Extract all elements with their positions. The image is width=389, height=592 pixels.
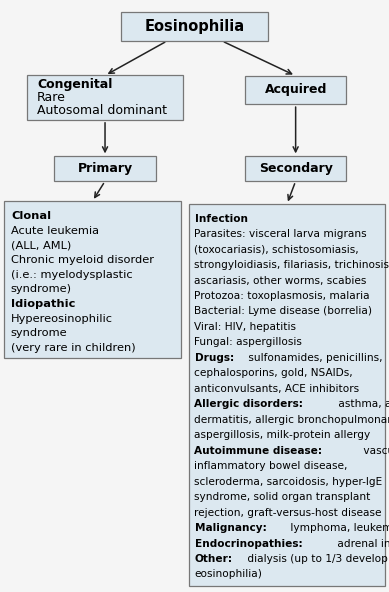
Text: Idiopathic: Idiopathic bbox=[11, 299, 75, 309]
FancyBboxPatch shape bbox=[4, 201, 181, 358]
Text: (toxocariasis), schistosomiasis,: (toxocariasis), schistosomiasis, bbox=[194, 244, 359, 255]
Text: (very rare in children): (very rare in children) bbox=[11, 343, 135, 353]
Text: adrenal insufficiency: adrenal insufficiency bbox=[333, 539, 389, 549]
Text: Fungal: aspergillosis: Fungal: aspergillosis bbox=[194, 337, 302, 348]
Text: syndrome): syndrome) bbox=[11, 284, 72, 294]
FancyBboxPatch shape bbox=[189, 204, 385, 586]
Text: Hypereosinophilic: Hypereosinophilic bbox=[11, 314, 113, 324]
Text: Other:: Other: bbox=[194, 554, 233, 564]
Text: Rare: Rare bbox=[37, 91, 66, 104]
Text: eosinophilia): eosinophilia) bbox=[194, 570, 262, 580]
Text: Secondary: Secondary bbox=[259, 162, 333, 175]
Text: Acquired: Acquired bbox=[265, 83, 327, 96]
Text: syndrome, solid organ transplant: syndrome, solid organ transplant bbox=[194, 492, 371, 502]
FancyBboxPatch shape bbox=[27, 75, 183, 120]
Text: Eosinophilia: Eosinophilia bbox=[144, 19, 245, 34]
Text: Autosomal dominant: Autosomal dominant bbox=[37, 104, 167, 117]
Text: dialysis (up to 1/3 develop mild: dialysis (up to 1/3 develop mild bbox=[244, 554, 389, 564]
Text: Autoimmune disease:: Autoimmune disease: bbox=[194, 446, 322, 456]
Text: strongyloidiasis, filariasis, trichinosis,: strongyloidiasis, filariasis, trichinosi… bbox=[194, 260, 389, 270]
Text: anticonvulsants, ACE inhibitors: anticonvulsants, ACE inhibitors bbox=[194, 384, 359, 394]
Text: ascariasis, other worms, scabies: ascariasis, other worms, scabies bbox=[194, 275, 367, 285]
FancyBboxPatch shape bbox=[121, 12, 268, 41]
Text: Malignancy:: Malignancy: bbox=[194, 523, 266, 533]
Text: (ALL, AML): (ALL, AML) bbox=[11, 240, 71, 250]
Text: Endocrinopathies:: Endocrinopathies: bbox=[194, 539, 302, 549]
Text: (i.e.: myelodysplastic: (i.e.: myelodysplastic bbox=[11, 270, 133, 280]
Text: Protozoa: toxoplasmosis, malaria: Protozoa: toxoplasmosis, malaria bbox=[194, 291, 370, 301]
Text: sulfonamides, penicillins,: sulfonamides, penicillins, bbox=[245, 353, 383, 363]
Text: Congenital: Congenital bbox=[37, 78, 112, 91]
Text: lymphoma, leukemia: lymphoma, leukemia bbox=[287, 523, 389, 533]
Text: Bacterial: Lyme disease (borrelia): Bacterial: Lyme disease (borrelia) bbox=[194, 307, 373, 317]
FancyBboxPatch shape bbox=[245, 156, 346, 181]
Text: scleroderma, sarcoidosis, hyper-IgE: scleroderma, sarcoidosis, hyper-IgE bbox=[194, 477, 383, 487]
Text: syndrome: syndrome bbox=[11, 329, 68, 338]
Text: asthma, atopic: asthma, atopic bbox=[335, 400, 389, 409]
FancyBboxPatch shape bbox=[245, 76, 346, 104]
FancyBboxPatch shape bbox=[54, 156, 156, 181]
Text: Primary: Primary bbox=[77, 162, 133, 175]
Text: Clonal: Clonal bbox=[11, 211, 51, 221]
Text: Parasites: visceral larva migrans: Parasites: visceral larva migrans bbox=[194, 229, 367, 239]
Text: Drugs:: Drugs: bbox=[194, 353, 234, 363]
Text: Chronic myeloid disorder: Chronic myeloid disorder bbox=[11, 255, 154, 265]
Text: Allergic disorders:: Allergic disorders: bbox=[194, 400, 303, 409]
Text: cephalosporins, gold, NSAIDs,: cephalosporins, gold, NSAIDs, bbox=[194, 368, 353, 378]
Text: aspergillosis, milk-protein allergy: aspergillosis, milk-protein allergy bbox=[194, 430, 371, 440]
Text: Viral: HIV, hepatitis: Viral: HIV, hepatitis bbox=[194, 322, 296, 332]
Text: dermatitis, allergic bronchopulmonary: dermatitis, allergic bronchopulmonary bbox=[194, 415, 389, 425]
Text: Acute leukemia: Acute leukemia bbox=[11, 226, 99, 236]
Text: Infection: Infection bbox=[194, 214, 247, 224]
Text: vasculitides,: vasculitides, bbox=[360, 446, 389, 456]
Text: rejection, graft-versus-host disease: rejection, graft-versus-host disease bbox=[194, 507, 382, 517]
Text: inflammatory bowel disease,: inflammatory bowel disease, bbox=[194, 461, 348, 471]
